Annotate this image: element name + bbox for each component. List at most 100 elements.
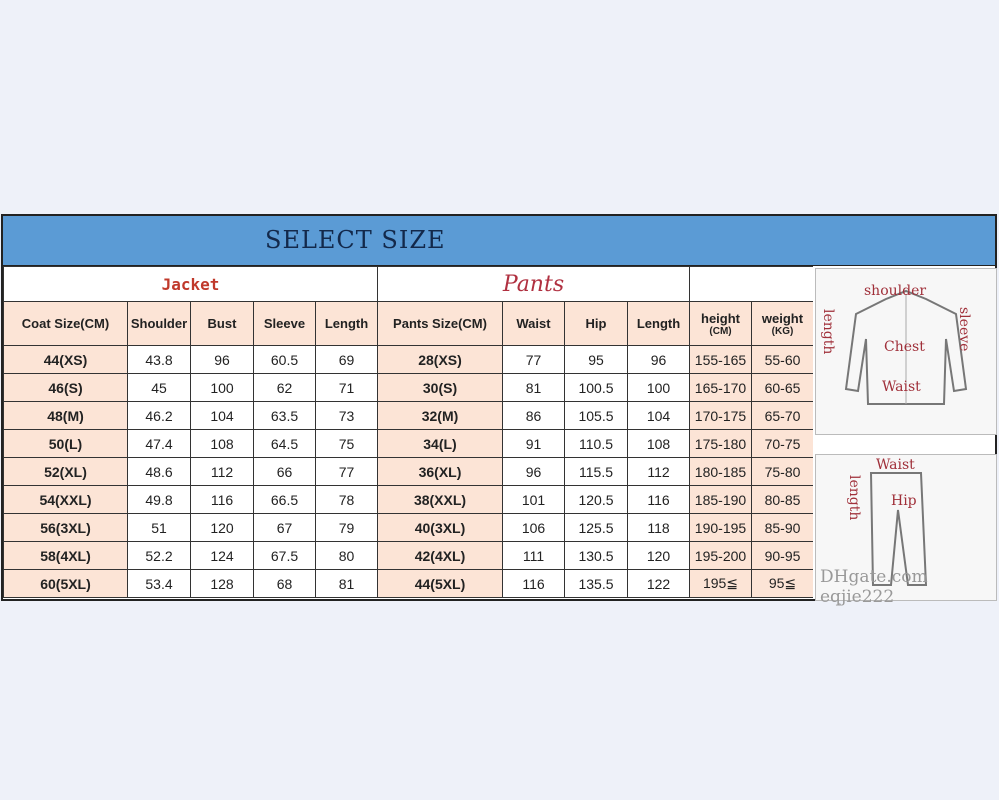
table-cell: 42(4XL) [377, 541, 503, 570]
table-cell: 52.2 [127, 541, 191, 570]
table-row: 52(XL) 48.6 112 66 77 36(XL) 96 115.5 112 180-185… [3, 457, 814, 486]
table-cell: 100 [627, 373, 690, 402]
table-row: 46(S) 45 100 62 71 30(S) 81 100.5 100 165-170 60-6… [3, 373, 814, 402]
table-cell: 155-165 [689, 345, 752, 374]
table-cell: 38(XXL) [377, 485, 503, 514]
table-cell: 81 [502, 373, 565, 402]
header-cell: Length [315, 301, 378, 346]
table-cell: 44(5XL) [377, 569, 503, 598]
table-cell: 104 [627, 401, 690, 430]
table-cell: 111 [502, 541, 565, 570]
table-cell: 54(XXL) [3, 485, 128, 514]
header-cell-weight: weight (KG) [751, 301, 814, 346]
diagram-label: Chest [884, 339, 925, 355]
table-cell: 105.5 [564, 401, 628, 430]
table-cell: 108 [627, 429, 690, 458]
table-cell: 65-70 [751, 401, 814, 430]
table-cell: 56(3XL) [3, 513, 128, 542]
pants-diagram: Waist length Hip DHgate.com eqjie222 [815, 454, 997, 607]
table-cell: 190-195 [689, 513, 752, 542]
table-cell: 78 [315, 485, 378, 514]
table-cell: 106 [502, 513, 565, 542]
table-cell: 75-80 [751, 457, 814, 486]
header-cell: Shoulder [127, 301, 191, 346]
size-chart: SELECT SIZE Jacket Pants Coat Size(CM) S… [1, 214, 997, 607]
table-cell: 80-85 [751, 485, 814, 514]
header-cell: Hip [564, 301, 628, 346]
table-cell: 81 [315, 569, 378, 598]
header-cell: Coat Size(CM) [3, 301, 128, 346]
table-cell: 53.4 [127, 569, 191, 598]
table-row: 44(XS) 43.8 96 60.5 69 28(XS) 77 95 96 155-165 55-… [3, 345, 814, 374]
table-cell: 60-65 [751, 373, 814, 402]
table-cell: 77 [315, 457, 378, 486]
group-row: Jacket Pants [3, 266, 814, 302]
table-cell: 115.5 [564, 457, 628, 486]
table-cell: 36(XL) [377, 457, 503, 486]
table-cell: 69 [315, 345, 378, 374]
weight-unit: (KG) [771, 325, 794, 337]
header-cell: Bust [190, 301, 254, 346]
table-cell: 124 [190, 541, 254, 570]
empty-group-cell [689, 266, 814, 302]
header-cell: Sleeve [253, 301, 316, 346]
table-cell: 46.2 [127, 401, 191, 430]
table-cell: 91 [502, 429, 565, 458]
table-cell: 175-180 [689, 429, 752, 458]
table-cell: 100.5 [564, 373, 628, 402]
table-cell: 128 [190, 569, 254, 598]
table-cell: 96 [190, 345, 254, 374]
table-cell: 47.4 [127, 429, 191, 458]
jacket-group-label: Jacket [3, 266, 378, 302]
header-cell: Pants Size(CM) [377, 301, 503, 346]
pants-group-label: Pants [377, 266, 690, 302]
table-cell: 120.5 [564, 485, 628, 514]
table-cell: 185-190 [689, 485, 752, 514]
table-cell: 100 [190, 373, 254, 402]
diagram-label: Waist [882, 379, 921, 395]
table-cell: 60(5XL) [3, 569, 128, 598]
diagram-label: length [846, 475, 862, 521]
diagram-label: shoulder [864, 283, 927, 299]
table-cell: 195-200 [689, 541, 752, 570]
table-cell: 30(S) [377, 373, 503, 402]
diagram-label: length [820, 309, 836, 355]
table-cell: 130.5 [564, 541, 628, 570]
table-cell: 86 [502, 401, 565, 430]
table-cell: 95 [564, 345, 628, 374]
table-cell: 116 [627, 485, 690, 514]
table-cell: 51 [127, 513, 191, 542]
chart-title: SELECT SIZE [265, 226, 446, 254]
jacket-diagram: shoulder length sleeve Chest Waist [815, 268, 997, 435]
table-cell: 80 [315, 541, 378, 570]
header-cell: Length [627, 301, 690, 346]
table-cell: 165-170 [689, 373, 752, 402]
table-cell: 67.5 [253, 541, 316, 570]
table-cell: 40(3XL) [377, 513, 503, 542]
table-cell: 90-95 [751, 541, 814, 570]
table-cell: 68 [253, 569, 316, 598]
header-cell-height: height (CM) [689, 301, 752, 346]
diagram-label: sleeve [956, 307, 972, 352]
table-cell: 120 [627, 541, 690, 570]
table-cell: 49.8 [127, 485, 191, 514]
table-cell: 79 [315, 513, 378, 542]
table-cell: 101 [502, 485, 565, 514]
table-cell: 63.5 [253, 401, 316, 430]
table-cell: 116 [502, 569, 565, 598]
size-table: Jacket Pants Coat Size(CM) Shoulder Bust… [3, 266, 814, 598]
table-cell: 62 [253, 373, 316, 402]
table-row: 54(XXL) 49.8 116 66.5 78 38(XXL) 101 120.5 116 18… [3, 485, 814, 514]
table-cell: 180-185 [689, 457, 752, 486]
table-cell: 77 [502, 345, 565, 374]
pants-outline-icon [869, 472, 928, 586]
table-cell: 60.5 [253, 345, 316, 374]
table-cell: 34(L) [377, 429, 503, 458]
table-row: 60(5XL) 53.4 128 68 81 44(5XL) 116 135.5 122 195≦… [3, 569, 814, 598]
header-row: Coat Size(CM) Shoulder Bust Sleeve Lengt… [3, 301, 814, 346]
diagram-label: Waist [876, 457, 915, 473]
table-cell: 96 [627, 345, 690, 374]
table-cell: 122 [627, 569, 690, 598]
table-cell: 43.8 [127, 345, 191, 374]
table-cell: 118 [627, 513, 690, 542]
